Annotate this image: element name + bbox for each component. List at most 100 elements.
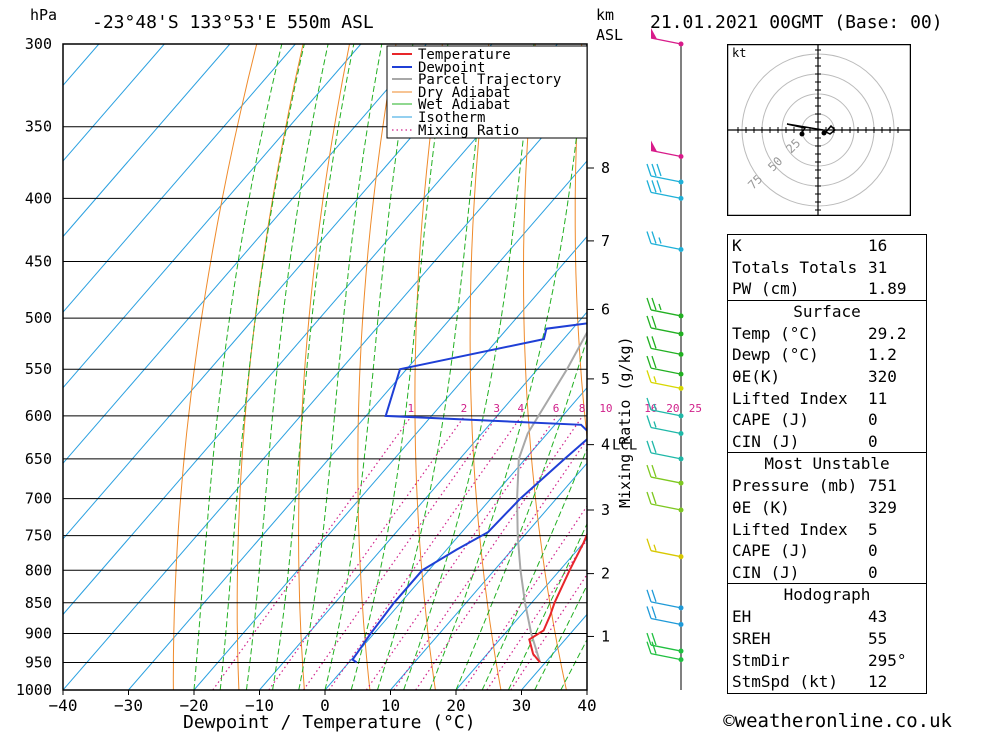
most-unstable-row: Pressure (mb) 751 [728, 475, 926, 497]
mixing-ratio-line [393, 415, 584, 690]
wind-barb-half [658, 303, 662, 311]
wet-adiabat-line [403, 44, 535, 690]
mixing-ratio-tick-label: 10 [599, 402, 612, 415]
wind-barb-full [656, 180, 662, 193]
hodograph-param-label: SREH [732, 628, 771, 648]
wind-barb-full [646, 163, 652, 177]
wind-barb-full [651, 632, 657, 646]
hodograph-param-value: 295° [868, 650, 907, 670]
x-tick-label: 20 [446, 696, 465, 715]
surface-value: 29.2 [868, 323, 907, 343]
surface-value: 11 [868, 388, 888, 408]
wind-barb-flag [651, 140, 657, 152]
x-tick-label: 40 [577, 696, 596, 715]
dry-adiabat-line [236, 44, 304, 690]
wind-barb-full [651, 641, 657, 654]
wind-barb [646, 632, 682, 652]
hodograph-unit: kt [732, 46, 746, 60]
most-unstable-label: Pressure (mb) [732, 476, 858, 496]
most-unstable-row: CIN (J) 0 [728, 562, 926, 584]
mixing-ratio-line [365, 415, 558, 690]
most-unstable-value: 751 [868, 476, 897, 496]
pressure-unit-label: hPa [30, 6, 58, 24]
wet-adiabat-line [272, 44, 355, 690]
mixing-ratio-tick-label: 4 [518, 402, 525, 415]
wind-barb [646, 297, 682, 317]
wind-barb-staff [650, 175, 682, 183]
hodograph-param-row: StmSpd (kt) 12 [728, 671, 926, 693]
surface-row: CAPE (J) 0 [728, 409, 926, 431]
wind-barb [646, 336, 682, 356]
wind-barb-full [646, 632, 652, 646]
surface-value: 1.2 [868, 345, 897, 365]
wind-barb-full [651, 606, 657, 619]
surface-label: Dewp (°C) [732, 345, 819, 365]
pressure-tick-label: 400 [25, 189, 52, 207]
wind-barb-staff [650, 37, 682, 45]
index-row: K 16 [728, 235, 926, 257]
surface-row: Lifted Index 11 [728, 388, 926, 410]
mixing-ratio-tick-label: 6 [553, 402, 560, 415]
wind-barb [650, 140, 682, 158]
wind-barb-full [651, 440, 657, 454]
wind-barb-full [651, 231, 657, 244]
most-unstable-row: Lifted Index 5 [728, 519, 926, 541]
isotherm-line [259, 311, 587, 690]
isotherm-line [63, 84, 587, 690]
km-tick-label: 4 [601, 436, 610, 454]
pressure-tick-label: 550 [25, 360, 52, 378]
most-unstable-label: CIN (J) [732, 562, 800, 582]
wind-barb-full [646, 355, 652, 369]
dry-adiabat-line [414, 44, 443, 690]
wind-barb-staff [650, 617, 682, 626]
wet-adiabat-line [507, 522, 587, 690]
x-tick-label: −20 [180, 696, 209, 715]
isotherm-line [63, 44, 296, 313]
wind-barb [646, 355, 682, 375]
most-unstable-label: CAPE (J) [732, 541, 810, 561]
x-tick-label: −30 [114, 696, 143, 715]
surface-label: Lifted Index [732, 388, 848, 408]
km-tick-label: 3 [601, 501, 610, 519]
wind-barb-full [656, 163, 662, 177]
isotherm-line [63, 44, 427, 465]
surface-label: Temp (°C) [732, 323, 819, 343]
wind-barb-full [651, 297, 657, 311]
legend-label-mixing-ratio: Mixing Ratio [418, 123, 519, 139]
hodograph-param-value: 43 [868, 607, 888, 627]
plot-frame [62, 43, 588, 691]
dry-adiabat-line [172, 44, 258, 690]
wind-barb [646, 440, 682, 460]
wind-barb [650, 28, 682, 45]
dewpoint-line [351, 322, 587, 664]
wind-barb-full [651, 180, 657, 193]
lcl-label: LCL [612, 438, 637, 454]
pressure-tick-label: 1000 [16, 681, 52, 699]
most-unstable-label: Lifted Index [732, 519, 848, 539]
mixing-ratio-tick-label: 20 [666, 402, 679, 415]
wind-barb-full [646, 440, 652, 454]
surface-row: Dewp (°C) 1.2 [728, 344, 926, 366]
index-row: PW (cm) 1.89 [728, 278, 926, 300]
pressure-tick-label: 700 [25, 490, 52, 508]
surface-title: Surface [793, 301, 861, 321]
pressure-tick-label: 450 [25, 253, 52, 271]
wind-barb [646, 415, 682, 435]
pressure-tick-label: 600 [25, 407, 52, 425]
location-title: -23°48'S 133°53'E 550m ASL [92, 12, 374, 33]
legend-label-dewpoint: Dewpoint [418, 60, 485, 76]
wind-barb-staff [650, 347, 682, 356]
wet-adiabat-line [429, 44, 587, 690]
x-tick-label: 10 [381, 696, 400, 715]
wet-adiabat-line [324, 44, 414, 690]
wet-adiabat-line [534, 584, 587, 690]
wind-barb-staff [650, 381, 682, 390]
wind-barb-full [646, 180, 652, 193]
wind-barb-staff [650, 452, 682, 460]
most-unstable-value: 5 [868, 519, 878, 539]
wind-barb-half [653, 376, 657, 383]
height-unit-km: km [596, 6, 615, 24]
legend-label-parcel: Parcel Trajectory [418, 72, 561, 88]
x-tick-label: −10 [245, 696, 274, 715]
